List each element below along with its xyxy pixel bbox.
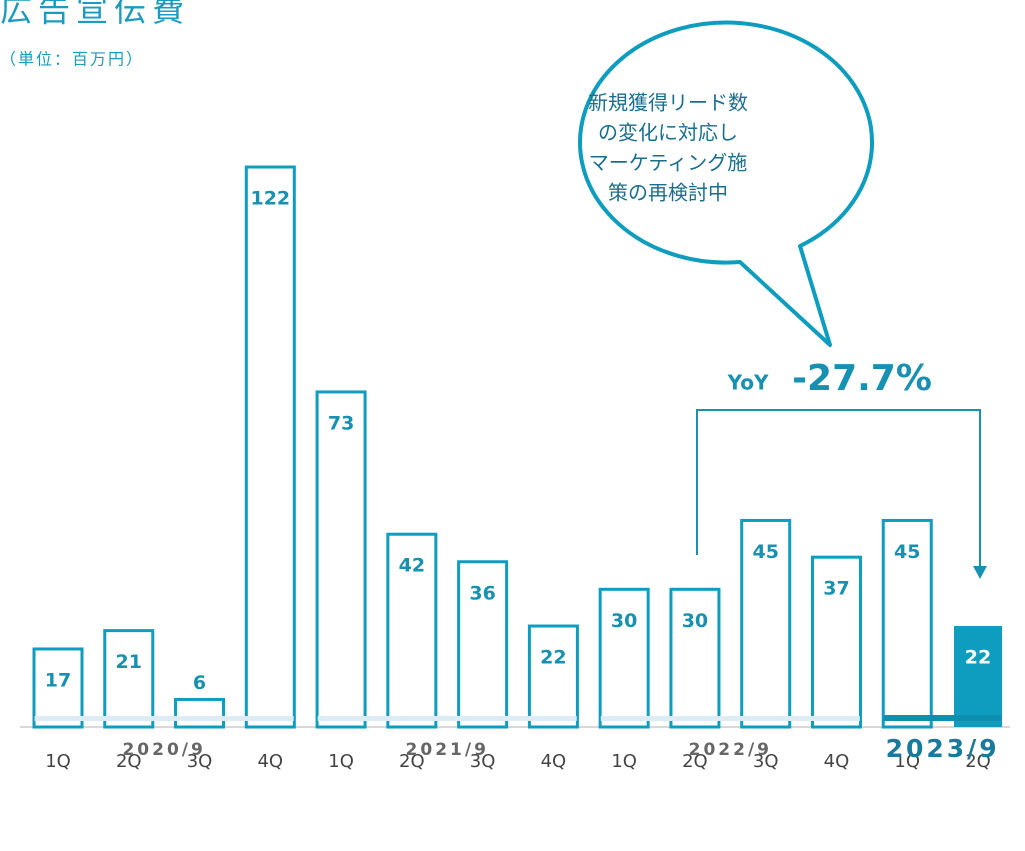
callout-text: マーケティング施 <box>589 151 747 175</box>
group-label: 2020/9 <box>122 740 205 760</box>
bar <box>810 555 862 729</box>
bar <box>386 532 438 729</box>
group-bar <box>317 716 577 721</box>
yoy-bracket <box>696 409 981 568</box>
x-tick-label: 2Q <box>682 751 708 772</box>
x-tick-label: 1Q <box>611 751 637 772</box>
callout-bubble <box>578 20 875 347</box>
x-tick-label: 1Q <box>894 751 920 772</box>
bar <box>881 518 933 729</box>
bar <box>598 587 650 729</box>
data-label: 36 <box>469 582 495 604</box>
group-bar <box>883 715 1002 721</box>
data-label: 21 <box>116 651 142 673</box>
data-label: 17 <box>45 669 71 691</box>
x-tick-label: 3Q <box>753 751 779 772</box>
yoy-arrow <box>973 566 987 579</box>
x-tick-label: 3Q <box>187 751 213 772</box>
x-tick-label: 1Q <box>45 751 71 772</box>
callout-text: 策の再検討中 <box>608 181 728 205</box>
data-label: 30 <box>682 610 708 632</box>
bar <box>174 697 226 729</box>
data-label: 122 <box>250 188 290 210</box>
group-label: 2021/9 <box>406 740 489 760</box>
bar <box>740 518 792 729</box>
x-tick-label: 4Q <box>824 751 850 772</box>
bar <box>457 560 509 729</box>
x-tick-label: 4Q <box>541 751 567 772</box>
data-label: 30 <box>611 610 637 632</box>
x-tick-label: 2Q <box>399 751 425 772</box>
bar <box>244 165 296 729</box>
data-label: 42 <box>399 555 425 577</box>
bar <box>103 629 155 729</box>
bar <box>669 587 721 729</box>
bar <box>32 647 84 729</box>
x-tick-label: 3Q <box>470 751 496 772</box>
data-label: 6 <box>193 672 206 694</box>
bar <box>954 626 1003 727</box>
chart-title: 広告宣伝費 <box>0 0 190 29</box>
group-bar <box>34 716 294 721</box>
bar <box>527 624 579 729</box>
data-label: 37 <box>823 578 849 600</box>
bar <box>315 390 367 729</box>
x-tick-label: 1Q <box>328 751 354 772</box>
x-tick-label: 2Q <box>965 751 991 772</box>
annotation-label: YoY <box>727 371 769 395</box>
data-label: 22 <box>965 647 991 669</box>
data-label: 45 <box>752 541 778 563</box>
group-label: 2023/9 <box>886 734 1000 763</box>
data-label: 22 <box>540 647 566 669</box>
chart-subtitle: （単位：百万円） <box>0 50 144 69</box>
group-label: 2022/9 <box>689 740 772 760</box>
x-tick-label: 4Q <box>257 751 283 772</box>
data-label: 73 <box>328 412 354 434</box>
annotation-text: -27.7% <box>792 358 932 399</box>
x-tick-label: 2Q <box>116 751 142 772</box>
callout-text: の変化に対応し <box>598 121 738 145</box>
data-label: 45 <box>894 541 920 563</box>
callout-text: 新規獲得リード数 <box>588 91 748 115</box>
group-bar <box>600 716 860 721</box>
